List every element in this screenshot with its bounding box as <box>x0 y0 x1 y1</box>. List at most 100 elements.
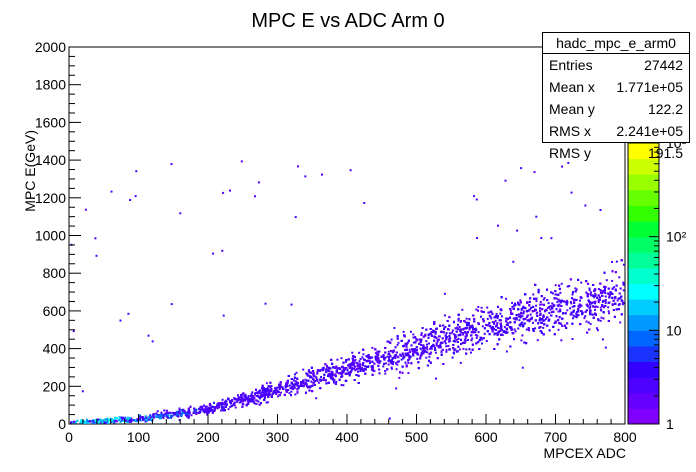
heatmap-cell <box>435 336 438 339</box>
heatmap-cell <box>457 337 460 340</box>
heatmap-cell <box>259 389 261 392</box>
heatmap-cell <box>426 343 428 346</box>
heatmap-cell <box>517 327 520 330</box>
heatmap-cell <box>302 368 305 371</box>
heatmap-cell <box>440 330 443 333</box>
heatmap-cell <box>493 316 496 319</box>
heatmap-cell <box>552 325 555 328</box>
heatmap-cell <box>313 379 316 382</box>
heatmap-cell <box>277 386 280 389</box>
heatmap-cell <box>382 365 385 368</box>
heatmap-cell <box>369 356 372 359</box>
heatmap-cell <box>499 330 502 332</box>
heatmap-cell <box>251 391 254 394</box>
heatmap-cell <box>544 309 547 312</box>
heatmap-cell <box>554 290 557 293</box>
heatmap-cell <box>388 358 390 361</box>
heatmap-cell <box>218 403 221 406</box>
heatmap-cell <box>441 348 444 351</box>
heatmap-cell <box>173 412 176 415</box>
heatmap-cell <box>520 311 523 314</box>
heatmap-cell <box>408 358 411 361</box>
heatmap-cell <box>335 365 338 368</box>
heatmap-cell <box>426 351 429 354</box>
heatmap-cell <box>421 349 424 352</box>
heatmap-cell <box>347 358 350 361</box>
heatmap-cell <box>235 398 238 401</box>
heatmap-cell <box>543 297 546 299</box>
heatmap-cell <box>157 415 160 418</box>
heatmap-cell <box>364 365 367 368</box>
heatmap-cell <box>519 314 522 317</box>
heatmap-cell <box>375 359 378 362</box>
heatmap-cell <box>432 344 435 347</box>
heatmap-cell <box>312 382 315 385</box>
heatmap-cell <box>390 366 393 369</box>
heatmap-cell <box>539 330 542 332</box>
heatmap-cell <box>497 331 500 334</box>
heatmap-cell <box>263 392 266 395</box>
heatmap-cell <box>221 404 223 407</box>
heatmap-cell <box>511 305 514 308</box>
heatmap-cell <box>415 339 418 342</box>
heatmap-cell <box>304 378 307 381</box>
heatmap-cell <box>178 407 181 410</box>
heatmap-cell <box>588 301 591 304</box>
heatmap-cell <box>491 321 494 324</box>
heatmap-cell <box>550 291 553 294</box>
heatmap-cell <box>422 346 425 349</box>
heatmap-cell <box>358 365 361 367</box>
heatmap-cell <box>539 313 542 316</box>
heatmap-cell <box>270 396 273 398</box>
heatmap-cell <box>144 416 147 419</box>
heatmap-cell <box>451 356 454 359</box>
heatmap-cell <box>244 397 247 400</box>
heatmap-cell <box>577 305 580 308</box>
heatmap-cell <box>244 395 247 398</box>
heatmap-cell <box>611 287 614 290</box>
heatmap-cell <box>495 312 498 315</box>
heatmap-cell <box>571 322 574 325</box>
heatmap-cell <box>302 382 305 385</box>
heatmap-cell <box>367 354 370 357</box>
heatmap-cell <box>233 404 236 407</box>
heatmap-cell <box>313 374 316 377</box>
heatmap-cell <box>356 362 359 365</box>
heatmap-cell <box>374 352 377 355</box>
heatmap-cell <box>514 318 517 321</box>
heatmap-cell <box>85 421 88 424</box>
heatmap-cell <box>325 382 328 385</box>
heatmap-cell <box>460 320 462 323</box>
heatmap-cell <box>580 281 583 284</box>
heatmap-cell <box>368 359 371 362</box>
heatmap-cell <box>308 374 310 377</box>
heatmap-cell <box>80 419 83 422</box>
heatmap-cell <box>602 290 605 293</box>
heatmap-cell <box>445 338 448 341</box>
heatmap-cell <box>261 386 264 389</box>
heatmap-cell <box>285 389 288 392</box>
heatmap-cell <box>110 419 113 422</box>
heatmap-cell <box>482 318 485 321</box>
heatmap-cell <box>421 327 424 329</box>
heatmap-cell <box>324 363 327 366</box>
heatmap-cell <box>289 387 292 389</box>
heatmap-cell <box>597 318 600 321</box>
heatmap-cell <box>236 399 239 402</box>
heatmap-cell <box>358 351 361 354</box>
heatmap-cell <box>555 308 558 311</box>
heatmap-cell <box>302 385 305 388</box>
heatmap-cell <box>466 322 469 325</box>
heatmap-cell <box>428 352 431 355</box>
heatmap-cell <box>454 335 457 338</box>
heatmap-cell <box>460 338 462 341</box>
heatmap-cell <box>557 321 560 324</box>
heatmap-cell <box>477 341 480 344</box>
heatmap-cell <box>263 398 266 401</box>
heatmap-cell <box>346 372 349 375</box>
heatmap-cell <box>427 336 430 339</box>
heatmap-cell <box>607 292 610 295</box>
heatmap-cell <box>172 412 175 415</box>
heatmap-cell <box>475 342 478 345</box>
